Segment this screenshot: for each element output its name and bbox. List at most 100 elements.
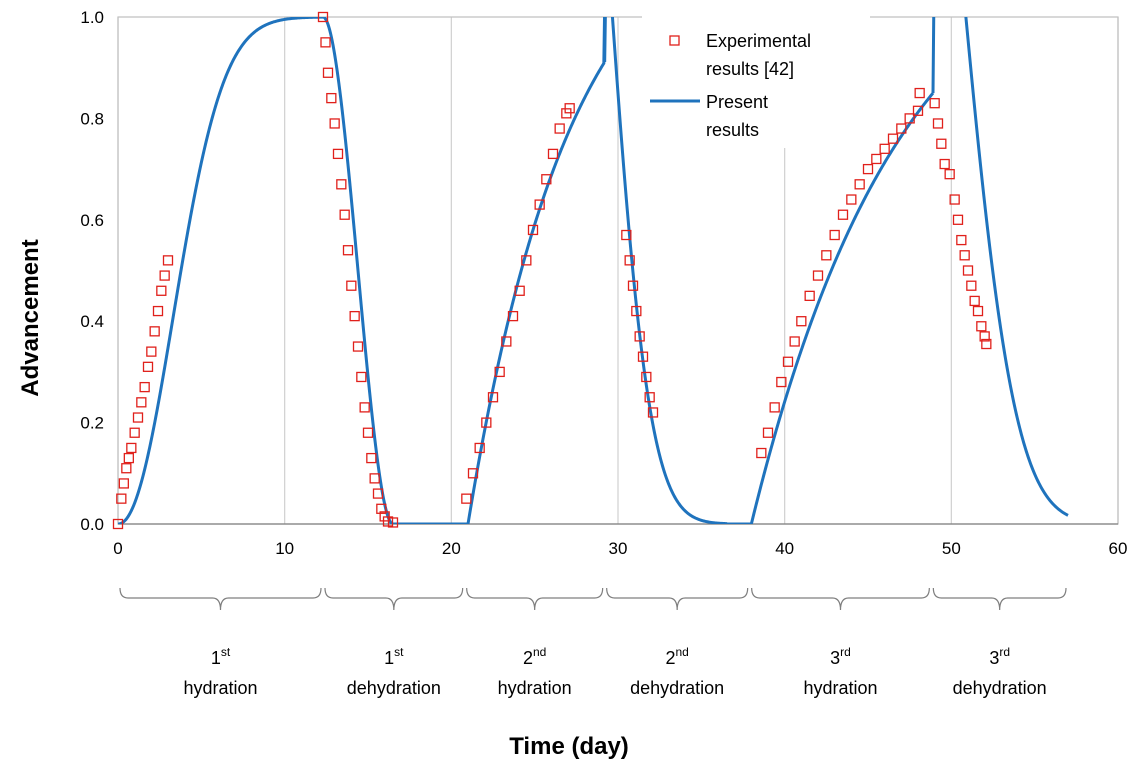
data-point bbox=[944, 169, 955, 180]
data-point bbox=[631, 305, 642, 317]
data-point bbox=[871, 153, 882, 165]
data-point bbox=[349, 310, 360, 322]
data-point bbox=[514, 285, 525, 296]
data-point bbox=[342, 245, 354, 256]
data-point bbox=[162, 255, 174, 266]
y-tick-labels: 0.0 0.2 0.4 0.6 0.8 1.0 bbox=[80, 8, 104, 534]
data-point bbox=[359, 402, 370, 413]
data-point bbox=[821, 250, 832, 261]
data-point bbox=[362, 427, 374, 438]
x-tick-label: 40 bbox=[775, 539, 794, 558]
data-point bbox=[339, 209, 350, 220]
data-point bbox=[136, 397, 147, 408]
phase-label-number: 1st bbox=[384, 645, 404, 668]
data-point bbox=[521, 255, 532, 266]
data-point bbox=[461, 493, 472, 504]
data-point bbox=[366, 452, 377, 464]
data-point bbox=[776, 376, 787, 388]
data-point bbox=[896, 123, 907, 134]
data-point bbox=[887, 133, 899, 144]
data-point bbox=[634, 331, 645, 342]
data-point bbox=[879, 143, 890, 154]
data-point bbox=[952, 214, 964, 225]
data-point bbox=[352, 341, 364, 352]
data-point bbox=[387, 517, 399, 528]
x-tick-label: 0 bbox=[113, 539, 122, 558]
data-point bbox=[554, 123, 565, 134]
data-point bbox=[156, 285, 167, 296]
data-point bbox=[481, 417, 492, 428]
data-point bbox=[647, 407, 659, 418]
data-point bbox=[789, 336, 800, 347]
x-tick-label: 20 bbox=[442, 539, 461, 558]
legend-background bbox=[642, 0, 870, 148]
legend-experimental-line1: Experimental bbox=[706, 31, 811, 51]
data-point bbox=[116, 493, 127, 504]
data-point bbox=[118, 478, 129, 489]
phase-label-name: dehydration bbox=[953, 678, 1047, 698]
phase-brace bbox=[119, 587, 322, 611]
phase-label-number: 3rd bbox=[830, 645, 851, 668]
data-point bbox=[782, 356, 794, 367]
data-point bbox=[369, 473, 380, 484]
legend-experimental-line2: results [42] bbox=[706, 59, 794, 79]
legend-marker-experimental bbox=[669, 35, 680, 46]
phase-label-name: dehydration bbox=[347, 678, 441, 698]
data-point bbox=[862, 163, 874, 175]
data-point bbox=[372, 488, 384, 499]
data-point bbox=[527, 224, 539, 236]
phase-label-name: dehydration bbox=[630, 678, 724, 698]
data-point bbox=[329, 118, 340, 129]
data-point bbox=[112, 518, 124, 530]
data-point bbox=[756, 447, 767, 459]
phase-label-name: hydration bbox=[803, 678, 877, 698]
data-point bbox=[904, 113, 915, 124]
model-curve-segment bbox=[118, 17, 607, 524]
y-tick-label: 0.2 bbox=[80, 414, 104, 433]
data-point bbox=[129, 427, 140, 438]
data-point bbox=[346, 280, 357, 291]
x-tick-label: 60 bbox=[1109, 539, 1128, 558]
data-point bbox=[132, 412, 144, 423]
data-point bbox=[149, 326, 160, 337]
data-point bbox=[959, 250, 970, 261]
phase-annotations: 1st hydration 1st dehydration 2nd hydration 2n… bbox=[119, 587, 1067, 698]
data-point bbox=[769, 402, 780, 413]
y-tick-label: 0.4 bbox=[80, 312, 104, 331]
data-point bbox=[966, 280, 977, 291]
data-point bbox=[762, 427, 774, 438]
data-point bbox=[336, 179, 347, 190]
data-point bbox=[972, 305, 984, 317]
phase-brace bbox=[606, 587, 749, 611]
model-curve-segment bbox=[931, 17, 1069, 517]
phase-label-number: 3rd bbox=[989, 645, 1010, 668]
data-point bbox=[332, 148, 344, 160]
phase-brace bbox=[324, 587, 464, 611]
phase-label-name: hydration bbox=[498, 678, 572, 698]
data-point bbox=[487, 392, 499, 403]
data-point bbox=[976, 321, 987, 332]
data-point bbox=[962, 265, 974, 276]
data-point bbox=[322, 67, 334, 78]
data-point bbox=[627, 280, 639, 291]
data-point bbox=[467, 468, 479, 479]
data-point bbox=[474, 442, 485, 454]
data-point bbox=[644, 392, 655, 403]
data-point bbox=[326, 92, 337, 104]
data-point bbox=[932, 118, 944, 129]
data-point bbox=[969, 295, 980, 307]
data-point bbox=[956, 234, 967, 246]
phase-brace bbox=[466, 587, 604, 611]
phase-label-number: 2nd bbox=[523, 645, 546, 668]
data-point bbox=[139, 381, 150, 393]
data-point bbox=[547, 148, 559, 160]
data-point bbox=[939, 158, 950, 170]
data-point bbox=[356, 371, 367, 383]
data-point bbox=[914, 87, 925, 99]
data-point bbox=[837, 209, 849, 220]
data-point bbox=[854, 179, 865, 190]
data-point bbox=[126, 442, 137, 454]
legend-present-line2: results bbox=[706, 120, 759, 140]
data-point bbox=[949, 194, 960, 205]
